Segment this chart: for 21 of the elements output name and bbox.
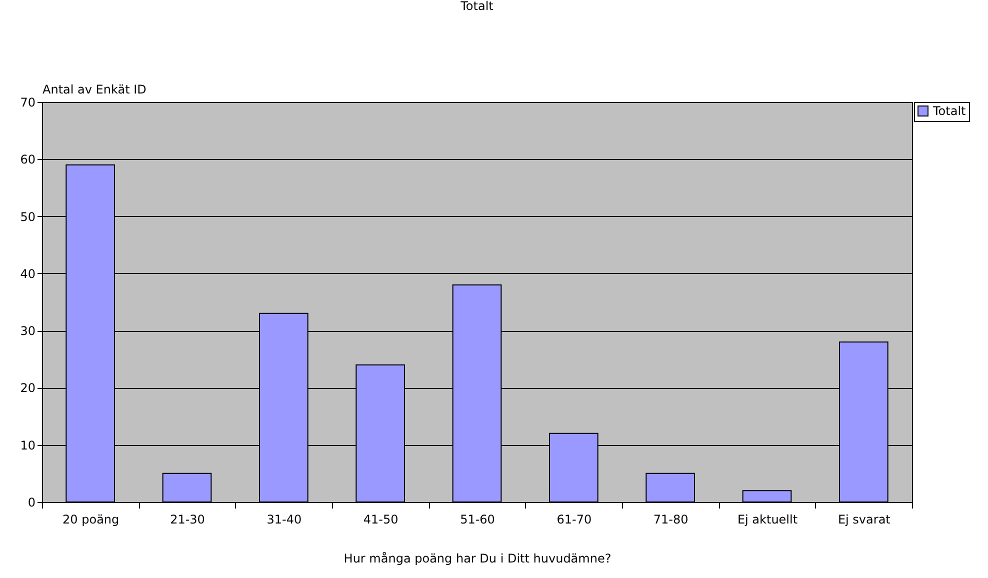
y-tick-label: 50 — [20, 210, 36, 224]
y-tick-label: 60 — [20, 152, 36, 167]
x-tick-label: 61-70 — [556, 512, 592, 526]
y-axis-title: Antal av Enkät ID — [42, 82, 146, 96]
x-tick-label: 41-50 — [363, 512, 398, 526]
x-tick-label: Ej svarat — [838, 512, 891, 526]
y-tick-label: 70 — [20, 96, 36, 110]
y-tick-label: 30 — [20, 324, 36, 338]
y-tick-label: 20 — [20, 381, 36, 396]
y-tick-label: 10 — [20, 438, 36, 452]
x-axis-title: Hur många poäng har Du i Ditt huvudämne? — [344, 552, 612, 566]
x-tick-label: 20 poäng — [62, 512, 120, 526]
legend-label: Totalt — [932, 104, 966, 118]
chart-title: Totalt — [460, 0, 494, 13]
x-tick-label: 71-80 — [653, 512, 688, 526]
y-tick-label: 0 — [28, 496, 36, 510]
x-tick-label: Ej aktuellt — [737, 512, 798, 526]
x-tick-label: 51-60 — [460, 512, 495, 526]
x-tick-label: 31-40 — [266, 512, 302, 526]
x-tick-label: 21-30 — [170, 512, 205, 526]
y-tick-label: 40 — [20, 266, 36, 281]
